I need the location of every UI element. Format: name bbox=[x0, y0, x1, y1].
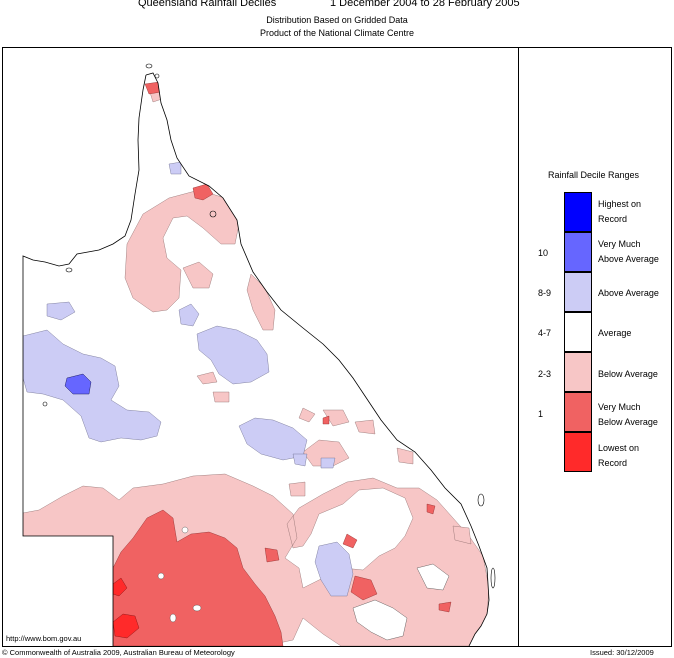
legend-label-very-much-below: Very Much Below Average bbox=[598, 400, 658, 430]
legend-label-lowest: Lowest on Record bbox=[598, 441, 639, 471]
footer-copyright: © Commonwealth of Australia 2009, Austra… bbox=[2, 648, 235, 657]
legend-range-1: 1 bbox=[538, 409, 544, 419]
queensland-map bbox=[22, 63, 496, 646]
footer-url: http://www.bom.gov.au bbox=[6, 634, 82, 643]
lowest-on-record-regions bbox=[112, 577, 140, 639]
legend-swatch-highest bbox=[564, 192, 592, 232]
legend-swatch-above bbox=[564, 272, 592, 312]
legend-swatch-below bbox=[564, 352, 592, 392]
legend-swatch-lowest bbox=[564, 432, 592, 472]
legend-line: Very Much bbox=[598, 239, 641, 249]
legend-line: Very Much bbox=[598, 402, 641, 412]
legend-label-above: Above Average bbox=[598, 286, 659, 301]
legend-swatch-very-much-below bbox=[564, 392, 592, 432]
legend-line: Below Average bbox=[598, 417, 658, 427]
legend-swatch-very-much-above bbox=[564, 232, 592, 272]
legend-label-highest: Highest on Record bbox=[598, 197, 641, 227]
legend-label-very-much-above: Very Much Above Average bbox=[598, 237, 659, 267]
legend-line: Average bbox=[598, 328, 632, 338]
subtitle-product: Product of the National Climate Centre bbox=[259, 28, 415, 38]
legend-line: Record bbox=[598, 214, 628, 224]
legend-line: Record bbox=[598, 458, 628, 468]
decile-regions bbox=[23, 73, 489, 646]
legend-line: Lowest on bbox=[598, 443, 640, 453]
queensland-coastline bbox=[22, 72, 490, 646]
legend-line: Above Average bbox=[598, 288, 659, 298]
legend-range-10: 10 bbox=[538, 248, 549, 258]
map-title: Queensland Rainfall Deciles bbox=[138, 0, 277, 9]
footer-issued: Issued: 30/12/2009 bbox=[590, 648, 654, 657]
legend-line: Highest on bbox=[598, 199, 642, 209]
legend-label-average: Average bbox=[598, 326, 631, 341]
very-much-below-average-regions bbox=[112, 81, 452, 646]
legend-line: Below Average bbox=[598, 369, 658, 379]
legend-range-4-7: 4-7 bbox=[538, 328, 552, 338]
legend-divider bbox=[518, 47, 519, 647]
above-average-regions bbox=[23, 161, 354, 597]
legend-range-2-3: 2-3 bbox=[538, 369, 552, 379]
legend-range-8-9: 8-9 bbox=[538, 288, 552, 298]
legend-swatch-average bbox=[564, 312, 592, 352]
date-range: 1 December 2004 to 28 February 2005 bbox=[330, 0, 520, 9]
title-row: Queensland Rainfall Deciles 1 December 2… bbox=[0, 0, 674, 13]
subtitle-distribution: Distribution Based on Gridded Data bbox=[266, 15, 408, 25]
very-much-above-average-region bbox=[64, 373, 92, 395]
average-spots bbox=[157, 526, 450, 641]
map-frame bbox=[2, 47, 672, 647]
legend-title: Rainfall Decile Ranges bbox=[548, 170, 640, 180]
islands bbox=[42, 63, 496, 589]
legend-line: Above Average bbox=[598, 254, 659, 264]
legend-label-below: Below Average bbox=[598, 367, 658, 382]
